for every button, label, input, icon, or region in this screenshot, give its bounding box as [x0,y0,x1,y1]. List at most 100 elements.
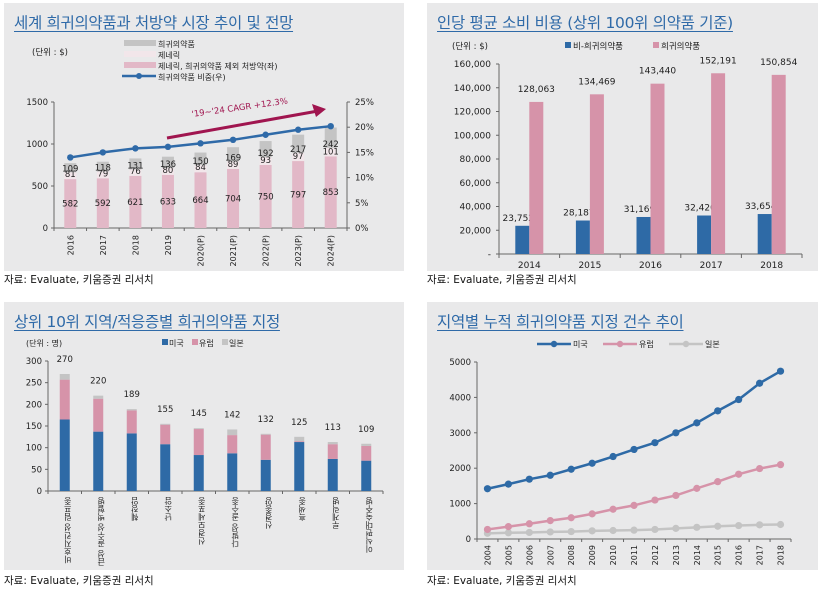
data-label: 136 [160,160,176,170]
legend-swatch [222,339,228,345]
data-point [588,510,596,518]
total-label: 132 [258,415,274,425]
y-tick-label: 200 [26,400,42,410]
legend-marker [136,73,142,79]
total-label: 270 [57,355,73,365]
bar-segment [194,172,207,228]
source-note: 자료: Evaluate, 키움증권 리서치 [427,575,577,587]
data-label: 97 [293,152,304,162]
data-point [504,529,512,537]
y-tick-label: 3000 [449,429,471,439]
legend-swatch [124,40,156,46]
legend-swatch [192,339,198,345]
bar-segment [324,147,337,157]
y-tick-label: 150 [26,422,42,432]
data-point [630,445,638,454]
x-tick-label: 2018 [131,235,140,255]
data-point [651,439,659,447]
bar-segment [160,424,171,445]
legend-label: 유럽 [199,339,214,348]
x-tick-label: 2017 [756,545,765,565]
y-tick-label: 100,000 [454,131,491,141]
legend-label: 미국 [169,339,184,348]
bar-segment [327,458,338,491]
y-tick-label-right: 15% [355,148,374,158]
data-label: 128,063 [518,85,555,95]
y-tick-label: 1000 [26,140,48,150]
bar [711,73,726,254]
share-point [229,136,237,143]
x-tick-label: 급성 골수성 백혈병 [97,497,106,566]
y-tick-label: 1500 [26,98,48,108]
total-label: 113 [325,423,341,433]
bar [697,215,712,254]
x-tick-label: 2017 [700,261,723,271]
y-tick-label-right: 10% [355,174,374,184]
y-tick-label: 300 [26,357,42,367]
x-tick-label: 2022(P) [262,235,271,266]
data-label: 33,654 [745,202,777,212]
bar-segment [327,442,338,445]
y-tick-label: 50 [31,465,42,475]
bar-segment [64,163,77,173]
data-point [693,484,701,492]
cumulative-designations-panel: 지역별 누적 희귀의약품 지정 건수 추이 미국 유럽 일본 0 1000 2000 300… [427,302,818,570]
y-tick-label: 60,000 [460,179,492,189]
bar-segment [193,455,204,491]
x-tick-label: 2023(P) [294,235,303,266]
share-point [67,154,74,161]
bar [636,216,651,254]
share-point [262,131,269,138]
data-point [651,496,659,504]
series-line-미국 [487,370,782,490]
bar-segment [259,157,272,165]
per-capita-cost-chart: (단위 : $) 비-희귀의약품 희귀의약품 - 20,000 40,000 60,000 8… [452,41,803,271]
bar-segment [260,459,271,491]
bar-segment [129,175,142,228]
data-point [672,524,680,532]
bar-segment [227,435,238,454]
y-tick-label: 80,000 [460,155,492,165]
chart-title: 상위 10위 지역/적응증별 희귀의약품 지정 [14,313,280,331]
y-tick-label: 1000 [449,500,471,510]
x-tick-label: 2013 [672,545,681,565]
x-tick-label: 2016 [735,545,744,565]
share-point [327,122,334,130]
data-point [504,523,512,531]
bar-segment [129,158,142,170]
legend-swatch [124,62,156,68]
data-point [735,521,743,530]
data-label: 633 [160,197,176,207]
unit-label: (단위 : $) [32,47,68,58]
bar [771,74,786,255]
bar [589,94,604,255]
legend-swatch [124,51,156,57]
data-point [504,480,512,488]
x-tick-label: 비호지킨성 림프종 [63,497,72,564]
data-label: 582 [62,200,78,210]
data-label: 80 [163,166,174,176]
cagr-arrow-shaft [166,109,319,140]
data-point [714,478,722,486]
y-tick-label: 120,000 [454,108,491,118]
share-point [132,145,139,152]
bar-segment [294,442,305,491]
bar-segment [64,172,77,180]
total-label: 109 [358,425,374,435]
data-point [776,367,785,375]
world-market-panel: 세계 희귀의약품과 처방약 시장 추이 및 전망 (단위 : $) 희귀의약품 제네… [4,3,404,271]
data-point [567,527,575,536]
data-label: 797 [290,191,306,201]
bar-segment [260,433,271,435]
top10-designations-chart: (단위 : 명) 미국 유럽 일본 0 50 100 150 200 250 300 270 비호지킨성… [26,338,384,566]
y-tick-label: 40,000 [460,203,492,213]
bar-segment [93,398,104,432]
x-tick-label: 2016 [639,261,662,271]
legend-swatch [653,42,659,48]
x-tick-label: 2018 [777,545,786,565]
y-tick-label: 100 [26,444,42,454]
y-tick-label-right: 20% [355,123,374,133]
total-label: 142 [224,410,240,420]
bar-segment [327,444,338,459]
